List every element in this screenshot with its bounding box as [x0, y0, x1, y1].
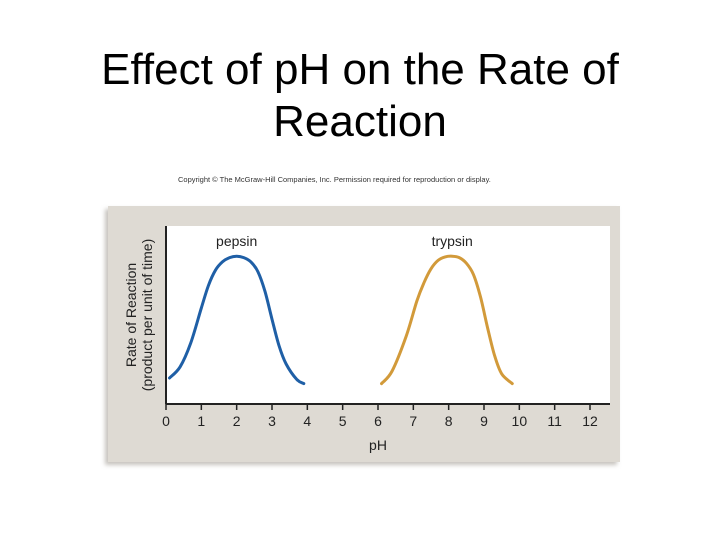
x-tick-label-1: 1 — [197, 413, 205, 429]
series-line-trypsin — [380, 254, 514, 386]
x-tick-label-2: 2 — [233, 413, 241, 429]
series-line-pepsin — [168, 254, 306, 386]
x-tick-label-5: 5 — [339, 413, 347, 429]
x-axis-ticks — [165, 404, 591, 410]
x-axis-label: pH — [369, 437, 387, 453]
y-axis-label-line-1: Rate of Reaction — [123, 263, 139, 367]
series-labels: pepsin trypsin — [216, 233, 473, 249]
x-tick-label-11: 11 — [547, 413, 562, 429]
series-lines — [168, 254, 514, 386]
x-tick-label-9: 9 — [480, 413, 488, 429]
y-axis-label-line-2: (product per unit of time) — [139, 239, 155, 392]
x-tick-label-4: 4 — [303, 413, 311, 429]
slide-title-line-2: Reaction — [273, 97, 447, 146]
series-label-pepsin: pepsin — [216, 233, 257, 249]
x-tick-label-10: 10 — [512, 413, 528, 429]
x-axis-tick-labels: 0 1 2 3 4 5 6 7 8 9 10 11 12 — [162, 413, 598, 429]
slide-title: Effect of pH on the Rate of Reaction — [0, 44, 720, 148]
x-tick-label-6: 6 — [374, 413, 382, 429]
slide-title-line-1: Effect of pH on the Rate of — [101, 45, 619, 94]
x-tick-label-12: 12 — [582, 413, 598, 429]
copyright-notice: Copyright © The McGraw-Hill Companies, I… — [178, 175, 491, 184]
y-axis-label: Rate of Reaction (product per unit of ti… — [123, 239, 155, 392]
series-label-trypsin: trypsin — [432, 233, 473, 249]
x-tick-label-3: 3 — [268, 413, 276, 429]
x-tick-label-0: 0 — [162, 413, 170, 429]
x-tick-label-7: 7 — [409, 413, 417, 429]
x-tick-label-8: 8 — [445, 413, 453, 429]
